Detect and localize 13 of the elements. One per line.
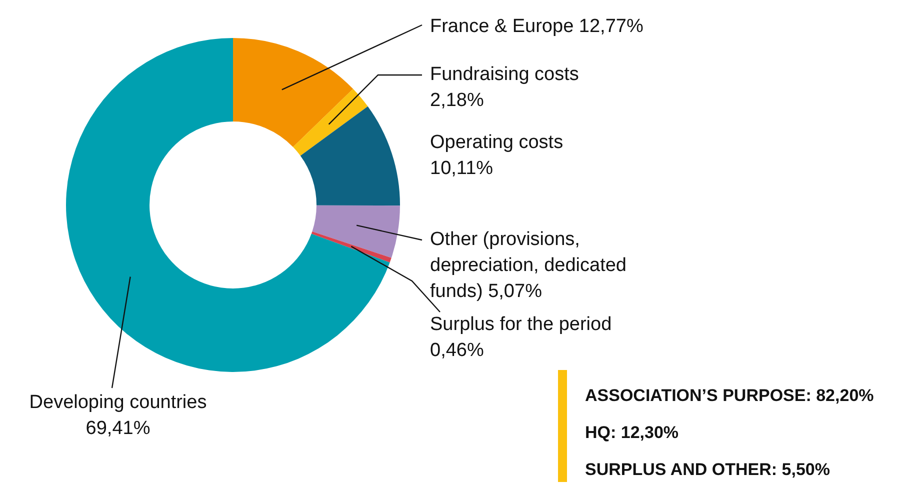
slice-label: Other (provisions, depreciation, dedicated funds) 5,07%	[430, 229, 626, 302]
slice-label: Operating costs	[430, 132, 564, 154]
data-label: 2,18%	[430, 90, 484, 112]
data-label: 69,41%	[86, 418, 150, 440]
slice-label: Developing countries	[29, 392, 207, 414]
slice-label: Surplus for the period	[430, 314, 612, 336]
data-label: 10,11%	[430, 158, 494, 180]
slice-label: Fundraising costs	[430, 64, 579, 86]
text: ASSOCIATION’S PURPOSE: 82,20%	[585, 386, 874, 406]
text: SURPLUS AND OTHER: 5,50%	[585, 460, 830, 480]
text: HQ: 12,30%	[585, 423, 679, 443]
slice-label: France & Europe 12,77%	[430, 16, 644, 38]
data-label: 0,46%	[430, 340, 484, 362]
